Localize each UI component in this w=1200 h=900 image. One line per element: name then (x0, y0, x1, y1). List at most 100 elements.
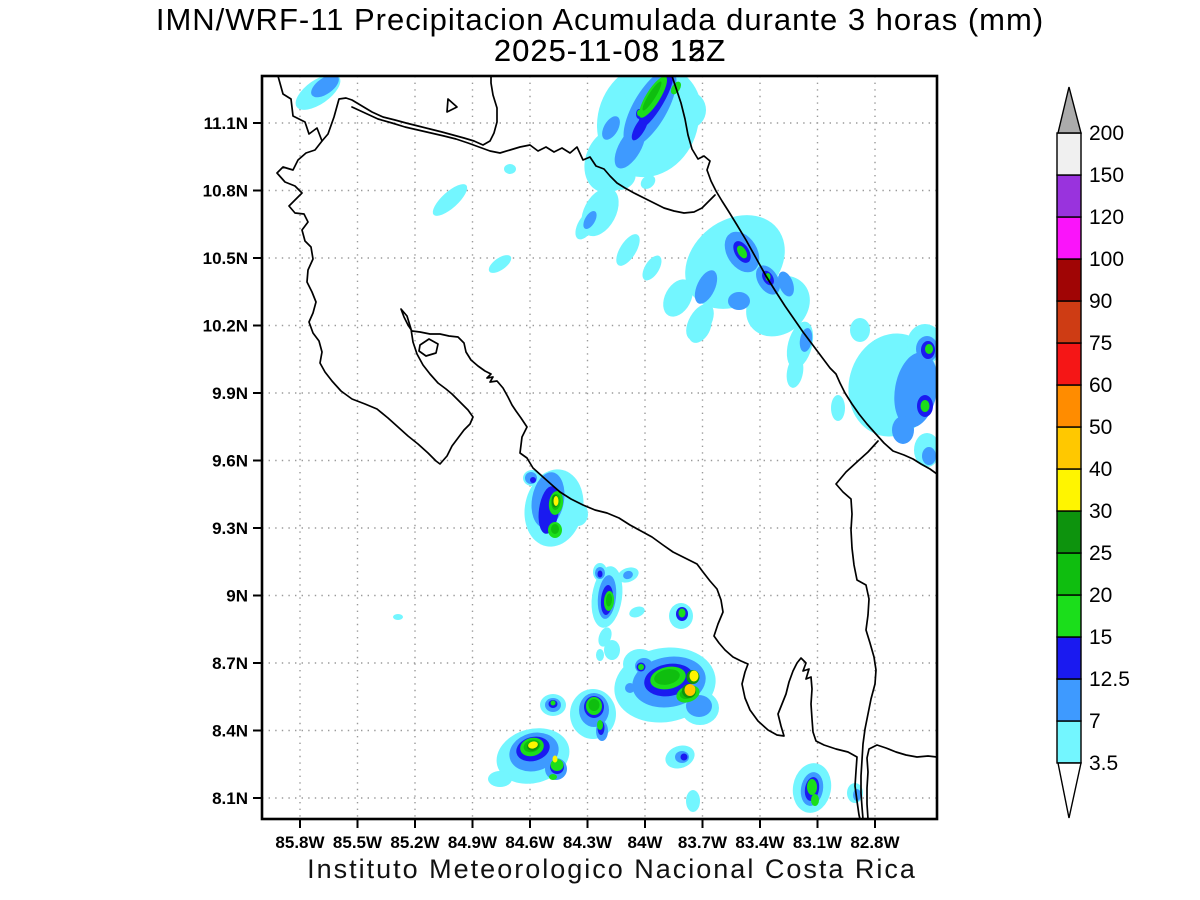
y-tick-label: 10.5N (203, 249, 248, 268)
colorbar-above-max-arrow (1057, 86, 1082, 134)
precip-cell-c (604, 640, 620, 660)
colorbar-box (1056, 426, 1082, 470)
coastline (866, 744, 937, 819)
precip-cell-g2 (654, 669, 680, 685)
precip-cell-y (552, 755, 558, 763)
x-tick-label: 84.9W (448, 833, 498, 852)
colorbar-box (1056, 594, 1082, 638)
colorbar-label: 25 (1089, 542, 1112, 565)
coastline (276, 76, 861, 819)
precip-cell-c (568, 502, 588, 526)
y-tick-label: 9.9N (212, 384, 248, 403)
precip-cell-d (311, 76, 339, 98)
x-tick-label: 84.6W (505, 833, 555, 852)
y-tick-label: 9N (226, 587, 248, 606)
precip-cell-c (831, 395, 845, 421)
map-subtitle: 2025-11-08 15Z 2025-11-08 12Z (10, 33, 1200, 68)
y-tick-label: 10.8N (203, 182, 248, 201)
y-tick-label: 8.4N (212, 722, 248, 741)
precip-cell-o (684, 684, 696, 696)
precip-cell-g1 (765, 273, 771, 281)
colorbar-label: 30 (1089, 500, 1112, 523)
precip-cell-d (778, 271, 794, 297)
axis-ticks (253, 122, 876, 828)
colorbar-box (1056, 132, 1082, 176)
precip-cell-c (663, 279, 693, 317)
precip-cell-c (629, 606, 645, 618)
colorbar-label: 150 (1089, 164, 1124, 187)
colorbar-box (1056, 258, 1082, 302)
colorbar-box (1056, 510, 1082, 554)
precip-cell-g1 (807, 779, 817, 795)
colorbar-box (1056, 678, 1082, 722)
x-tick-label: 82.8W (850, 833, 900, 852)
plot-frame (260, 74, 939, 821)
precip-cell-y (528, 741, 538, 749)
precipitation-layer (295, 76, 937, 813)
x-tick-label: 85.8W (275, 833, 325, 852)
precip-cell-c (488, 771, 512, 787)
precip-cell-c (488, 255, 512, 273)
colorbar: 200 150 120 100 90 75 60 50 40 30 25 20 15 12.5 7 3.5 (1056, 86, 1130, 819)
y-tick-label: 9.6N (212, 452, 248, 471)
y-tick-label: 8.7N (212, 654, 248, 673)
precip-cell-g1 (597, 720, 603, 730)
precip-cell-c (504, 164, 516, 174)
precip-cell-d (602, 116, 620, 140)
precip-cell-c (686, 790, 700, 812)
coastline (351, 106, 716, 214)
precip-cell-d (694, 270, 718, 304)
precip-cell-d (583, 210, 597, 230)
precip-cell-d (623, 570, 633, 580)
precip-cell-c (432, 184, 468, 216)
colorbar-box (1056, 636, 1082, 680)
y-tick-label: 8.1N (212, 789, 248, 808)
x-tick-label: 83.7W (678, 833, 728, 852)
colorbar-box (1056, 300, 1082, 344)
colorbar-box (1056, 720, 1082, 764)
y-tick-label: 11.1N (204, 114, 248, 133)
coastline (321, 76, 498, 146)
colorbar-label: 100 (1089, 248, 1124, 271)
colorbar-label: 60 (1089, 374, 1112, 397)
colorbar-label: 90 (1089, 290, 1112, 313)
precip-cell-c (596, 649, 604, 661)
precip-cell-g1 (549, 774, 557, 780)
coastline (671, 76, 937, 475)
x-tick-label: 84W (628, 833, 664, 852)
colorbar-box (1056, 174, 1082, 218)
precip-cell-c (640, 175, 656, 189)
precip-cell-c (616, 234, 640, 266)
precip-cell-c (686, 303, 714, 341)
precip-cell-c (786, 356, 804, 388)
coastline-layer (276, 76, 937, 819)
precip-cell-d (922, 447, 936, 465)
colorbar-box (1056, 552, 1082, 596)
x-tick-label: 84.3W (563, 833, 613, 852)
precip-cell-g1 (638, 664, 644, 670)
colorbar-label: 15 (1089, 626, 1112, 649)
precip-cell-g2 (642, 81, 662, 111)
precip-cell-c (393, 614, 403, 620)
x-tick-label: 85.2W (390, 833, 440, 852)
colorbar-label: 75 (1089, 332, 1112, 355)
island-outline (418, 338, 439, 357)
precip-cell-y (689, 670, 699, 682)
colorbar-below-min-arrow (1057, 762, 1082, 819)
map-subtitle-run1: 2025-11-08 15Z (493, 33, 727, 68)
precip-cell-b (631, 115, 649, 141)
precip-cell-g1 (550, 700, 556, 706)
colorbar-label: 40 (1089, 458, 1112, 481)
colorbar-label: 12.5 (1089, 668, 1130, 691)
colorbar-box (1056, 468, 1082, 512)
precip-cell-b (530, 477, 536, 483)
x-tick-label: 83.1W (793, 833, 843, 852)
x-tick-label: 83.4W (735, 833, 785, 852)
map-subtitle-run2: 2025-11-08 12Z (493, 33, 727, 68)
precip-cell-g1 (678, 608, 686, 618)
colorbar-label: 7 (1089, 710, 1101, 733)
island-outline (446, 98, 458, 113)
precip-cell-g1 (811, 794, 819, 806)
